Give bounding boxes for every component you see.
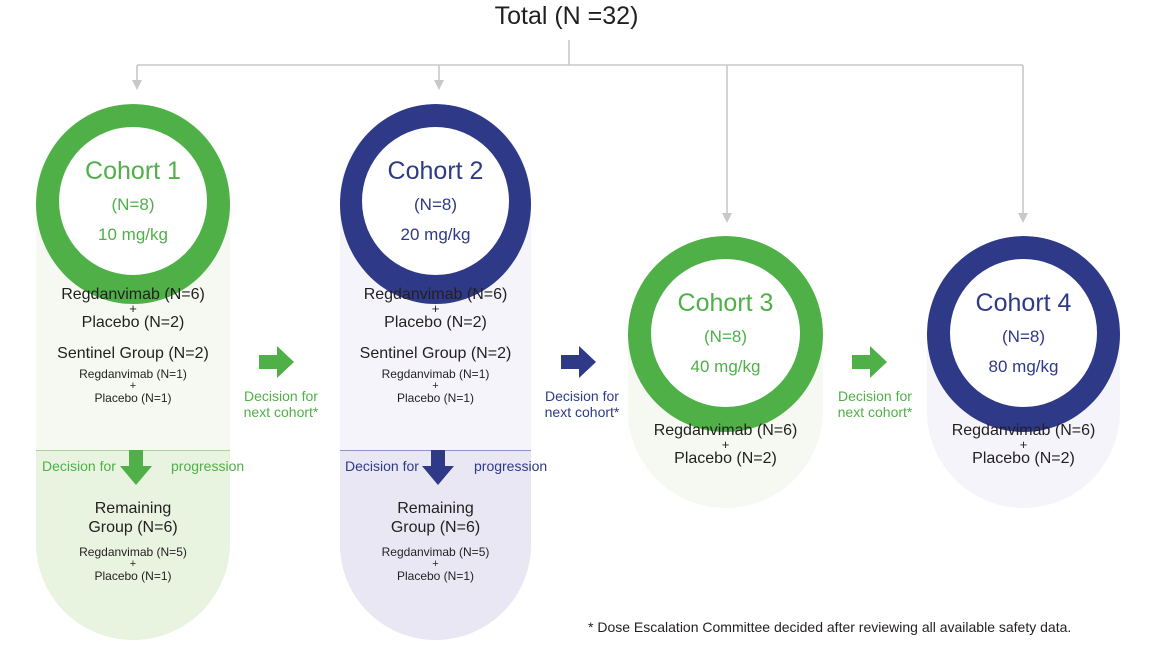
arrow-right-icon [259, 346, 294, 378]
cohort-4-n: (N=8) [1002, 327, 1045, 346]
remaining-drug: Regdanvimab (N=5) [381, 545, 490, 559]
drug-label: Regdanvimab (N=6) [363, 286, 508, 303]
cohort-1-allocation: Regdanvimab (N=6) + Placebo (N=2) Sentin… [36, 286, 230, 405]
sentinel-title: Sentinel Group (N=2) [57, 345, 209, 362]
remaining-count: Group (N=6) [88, 519, 178, 536]
sentinel-placebo: Placebo (N=1) [396, 391, 475, 405]
cohort-1-dose: 10 mg/kg [98, 225, 168, 244]
cohort-1-card: Cohort 1 (N=8) 10 mg/kg Regdanvimab (N=6… [36, 104, 230, 640]
placebo-label: Placebo (N=2) [81, 314, 185, 331]
decision-line: Decision for [244, 388, 318, 404]
footnote: * Dose Escalation Committee decided afte… [588, 619, 1072, 635]
plus-sign: + [721, 437, 730, 452]
arrow-right-icon [852, 346, 887, 378]
plus-sign: + [129, 380, 137, 392]
plus-sign: + [1019, 437, 1028, 452]
drug-label: Regdanvimab (N=6) [951, 422, 1096, 439]
decision-line: next cohort* [837, 404, 913, 420]
cohort-2-decision-right: progression [474, 458, 548, 474]
remaining-placebo: Placebo (N=1) [94, 569, 172, 583]
drug-label: Regdanvimab (N=6) [61, 286, 205, 303]
remaining-title: Remaining [94, 500, 172, 517]
sentinel-drug: Regdanvimab (N=1) [381, 367, 490, 381]
plus-sign: + [432, 380, 439, 392]
remaining-count: Group (N=6) [390, 519, 481, 536]
remaining-placebo: Placebo (N=1) [396, 569, 475, 583]
arrow-down-icon [422, 450, 454, 485]
decision-line: next cohort* [243, 404, 319, 420]
total-label: Total (N =32) [494, 2, 639, 30]
connector-arrowhead [434, 80, 444, 90]
plus-sign: + [432, 558, 439, 570]
cohort-4-title: Cohort 4 [975, 289, 1072, 317]
connector-arrowhead [722, 213, 732, 223]
cohort-2-dose: 20 mg/kg [400, 225, 471, 244]
arrow-right-icon [561, 346, 596, 378]
cohort-3-n: (N=8) [704, 327, 747, 346]
connector-arrowhead [1018, 213, 1028, 223]
decision-next-cohort-2: Decision for next cohort* [527, 388, 637, 420]
cohort-2-n: (N=8) [414, 195, 457, 214]
cohort-2-title: Cohort 2 [387, 157, 484, 185]
cohort-1-decision-left: Decision for [42, 458, 116, 474]
remaining-title: Remaining [397, 500, 474, 517]
cohort-2-header: Cohort 2 (N=8) 20 mg/kg [361, 126, 510, 276]
cohort-3-allocation: Regdanvimab (N=6) + Placebo (N=2) [628, 422, 823, 467]
sentinel-placebo: Placebo (N=1) [94, 391, 172, 405]
cohort-3-card: Cohort 3 (N=8) 40 mg/kg Regdanvimab (N=6… [628, 236, 823, 508]
plus-sign: + [431, 301, 440, 316]
cohort-2-allocation: Regdanvimab (N=6) + Placebo (N=2) Sentin… [340, 286, 531, 405]
cohort-3-dose: 40 mg/kg [690, 357, 761, 376]
decision-line: Decision for [545, 388, 619, 404]
cohort-4-allocation: Regdanvimab (N=6) + Placebo (N=2) [927, 422, 1120, 467]
cohort-4-header: Cohort 4 (N=8) 80 mg/kg [949, 258, 1098, 408]
cohort-3-header: Cohort 3 (N=8) 40 mg/kg [650, 258, 801, 408]
sentinel-title: Sentinel Group (N=2) [359, 345, 512, 362]
cohort-1-decision-right: progression [171, 458, 245, 474]
decision-line: next cohort* [544, 404, 620, 420]
placebo-label: Placebo (N=2) [384, 314, 487, 331]
connector-arrowhead [132, 80, 142, 90]
cohort-1-n: (N=8) [111, 195, 155, 214]
placebo-label: Placebo (N=2) [972, 450, 1075, 467]
cohort-1-remaining: Remaining Group (N=6) Regdanvimab (N=5) … [36, 500, 230, 583]
cohort-4-card: Cohort 4 (N=8) 80 mg/kg Regdanvimab (N=6… [927, 236, 1120, 508]
arrow-down-icon [120, 450, 152, 485]
cohort-3-title: Cohort 3 [677, 289, 774, 317]
cohort-1-header: Cohort 1 (N=8) 10 mg/kg [58, 126, 208, 276]
plus-sign: + [129, 301, 137, 316]
placebo-label: Placebo (N=2) [674, 450, 777, 467]
plus-sign: + [129, 558, 137, 570]
cohort-2-remaining: Remaining Group (N=6) Regdanvimab (N=5) … [340, 500, 531, 583]
decision-next-cohort-1: Decision for next cohort* [226, 388, 336, 420]
remaining-drug: Regdanvimab (N=5) [79, 545, 187, 559]
cohort-2-decision-left: Decision for [345, 458, 419, 474]
cohort-1-title: Cohort 1 [85, 157, 181, 185]
drug-label: Regdanvimab (N=6) [653, 422, 798, 439]
sentinel-drug: Regdanvimab (N=1) [79, 367, 187, 381]
decision-line: Decision for [838, 388, 912, 404]
cohort-2-card: Cohort 2 (N=8) 20 mg/kg Regdanvimab (N=6… [340, 104, 531, 640]
decision-next-cohort-3: Decision for next cohort* [820, 388, 930, 420]
cohort-4-dose: 80 mg/kg [988, 357, 1059, 376]
